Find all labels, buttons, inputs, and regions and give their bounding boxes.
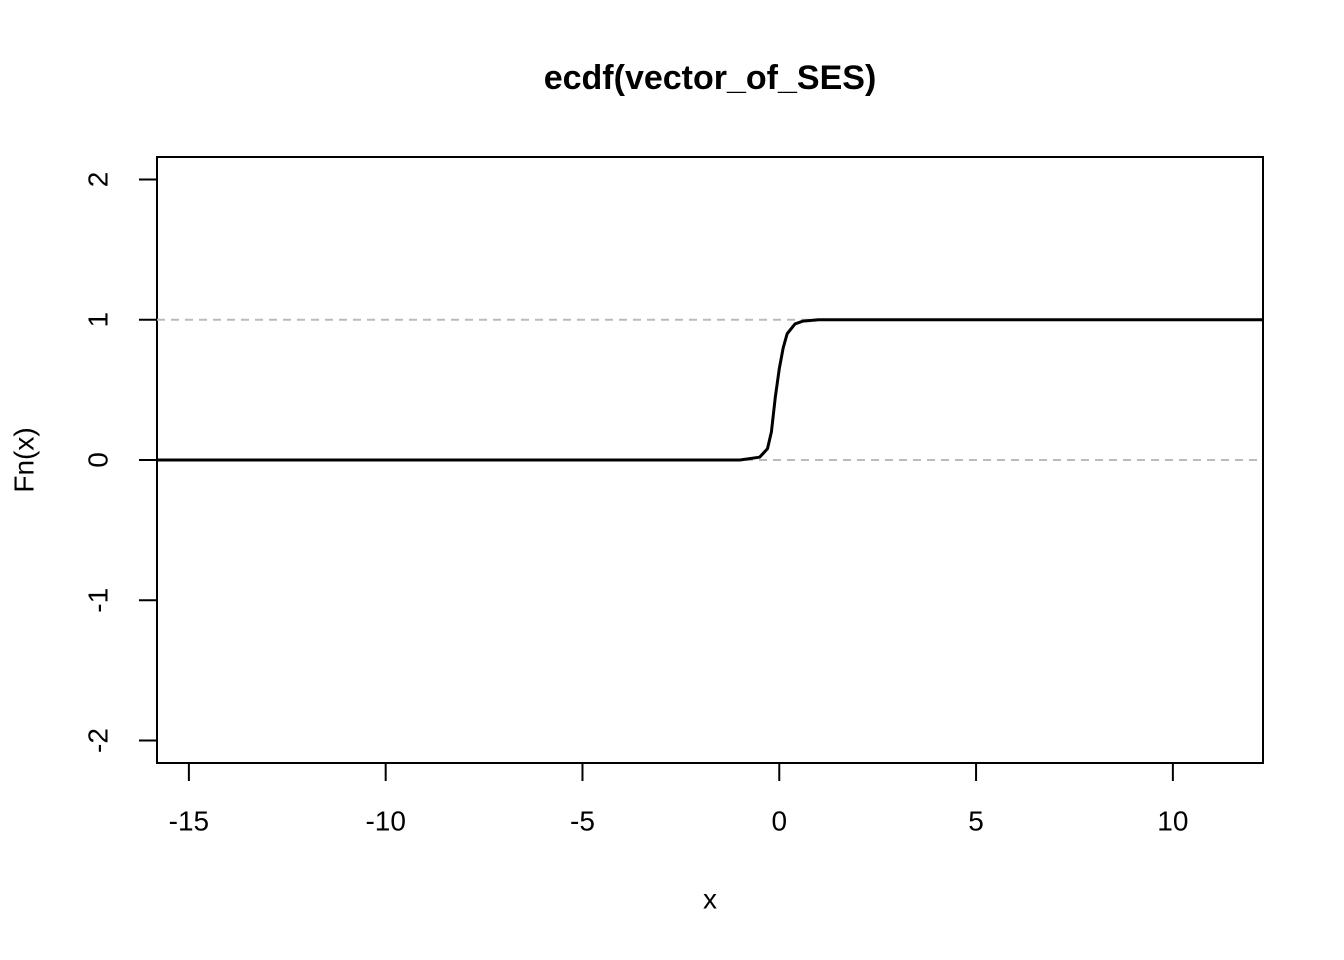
chart-title: ecdf(vector_of_SES) [544, 59, 877, 97]
y-tick-label: 1 [82, 312, 113, 328]
x-tick-label: 0 [771, 805, 787, 836]
x-tick-label: 10 [1157, 805, 1188, 836]
y-axis-label: Fn(x) [8, 427, 39, 492]
y-tick-label: -1 [82, 588, 113, 613]
x-axis-label: x [703, 883, 717, 914]
ecdf-line [157, 318, 1263, 462]
y-tick-label: -2 [82, 728, 113, 753]
x-tick-label: 5 [968, 805, 984, 836]
x-tick-label: -5 [570, 805, 595, 836]
x-tick-label: -10 [365, 805, 405, 836]
y-tick-label: 0 [82, 452, 113, 468]
y-tick-label: 2 [82, 172, 113, 188]
x-tick-label: -15 [169, 805, 209, 836]
